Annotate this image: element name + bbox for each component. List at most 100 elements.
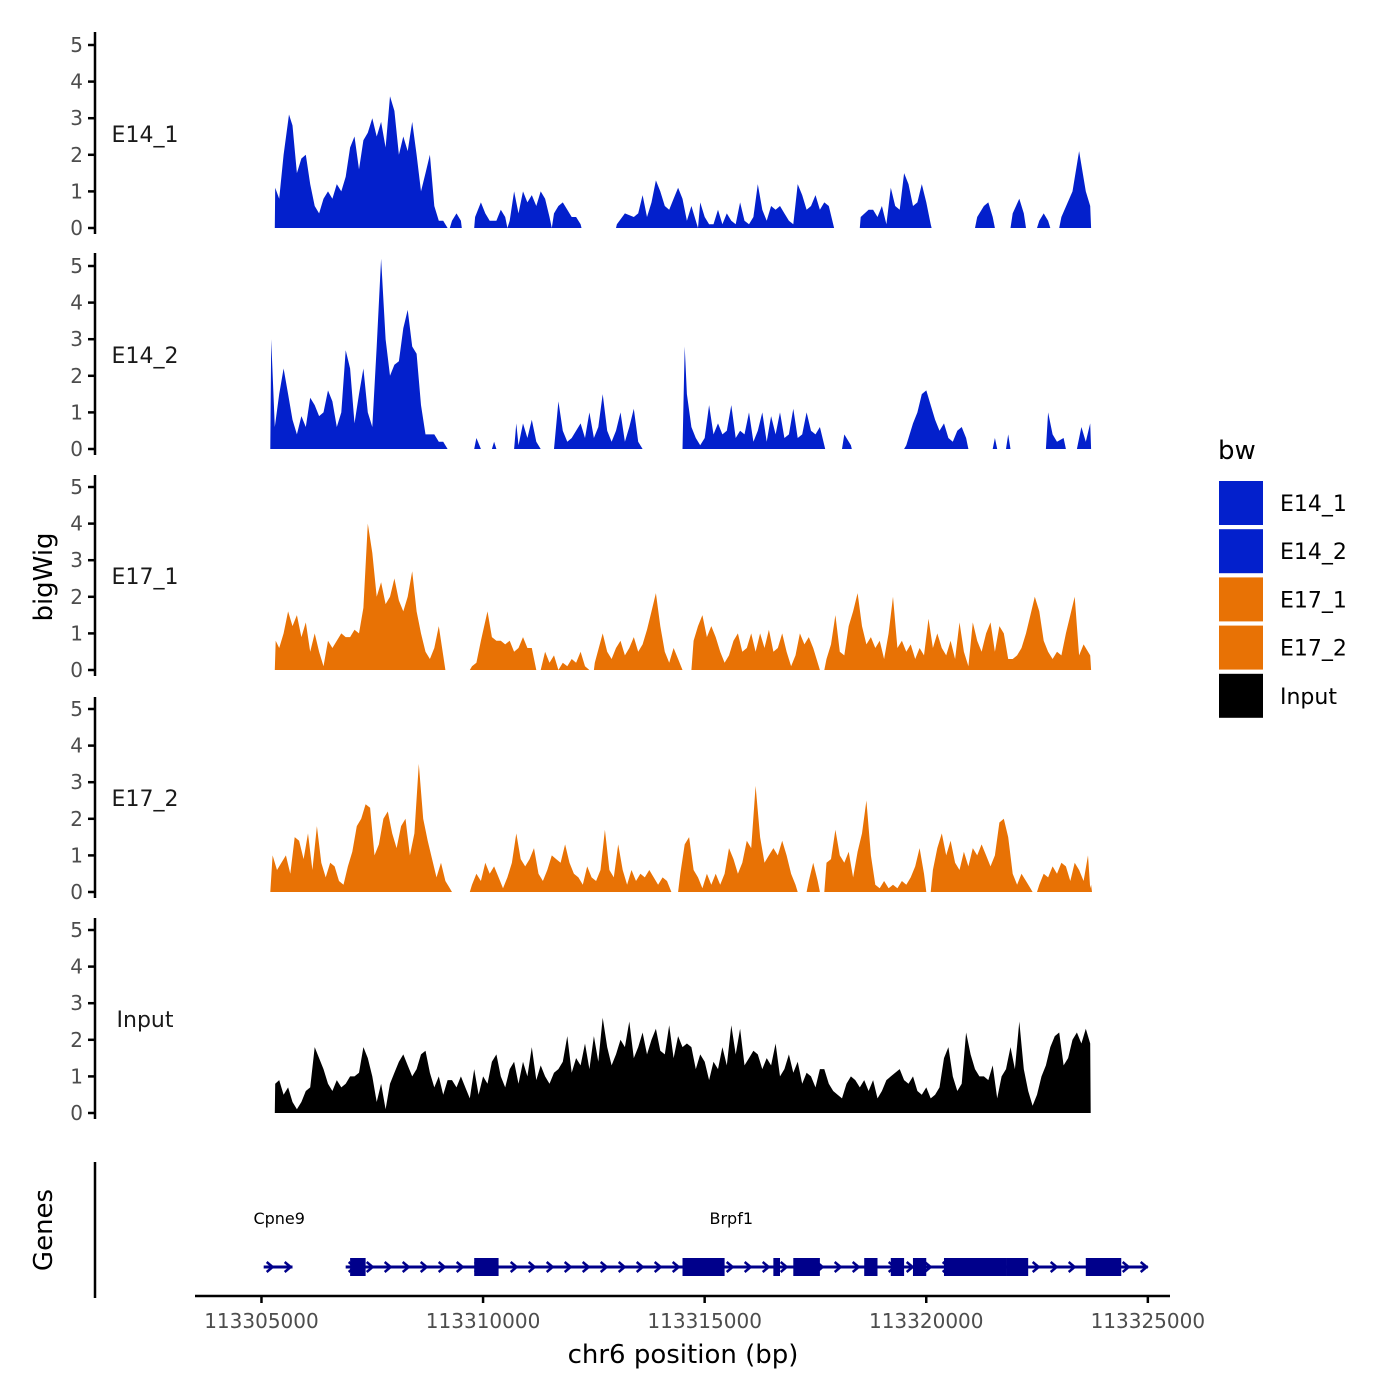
track-label: E14_1 [112, 123, 179, 148]
strand-arrow [743, 1261, 753, 1273]
exon-block [1006, 1258, 1029, 1276]
track-label: E17_1 [112, 565, 179, 590]
y-tick-label: 1 [70, 1064, 83, 1088]
x-tick-label: 113310000 [426, 1309, 541, 1333]
exon-block [773, 1258, 780, 1276]
y-tick-label: 4 [70, 291, 83, 315]
strand-arrow [671, 1261, 681, 1273]
x-tick-label: 113315000 [647, 1309, 762, 1333]
track-label: E17_2 [112, 787, 179, 812]
exon-block [682, 1258, 725, 1276]
track-label: E14_2 [112, 344, 179, 369]
signal-area-e14-2 [270, 258, 1092, 449]
strand-arrow [833, 1261, 843, 1273]
signal-area-input [274, 1017, 1091, 1113]
y-tick-label: 3 [70, 106, 83, 130]
strand-arrow [509, 1261, 519, 1273]
x-tick-label: 113325000 [1091, 1309, 1206, 1333]
gene-brpf1: Brpf1 [345, 1209, 1149, 1276]
track-e17-1: 0 1 2 3 4 5 E17_1 [70, 475, 1092, 682]
legend-swatch [1219, 673, 1263, 718]
exon-block [943, 1258, 1007, 1276]
y-tick-label: 0 [70, 880, 83, 904]
strand-arrow [1067, 1261, 1077, 1273]
y-tick-label: 3 [70, 327, 83, 351]
y-tick-label: 5 [70, 33, 83, 57]
legend: bw E14_1 E14_2 E17_1 E17_2 Input [1218, 436, 1347, 718]
strand-arrow [1049, 1261, 1059, 1273]
signal-area-e14-1 [274, 96, 1092, 228]
strand-arrow [437, 1261, 447, 1273]
strand-arrow [761, 1261, 771, 1273]
y-tick-label: 0 [70, 1101, 83, 1125]
y-tick-label: 5 [70, 697, 83, 721]
y-tick-label: 1 [70, 843, 83, 867]
strand-arrow [365, 1261, 375, 1273]
legend-label: E17_1 [1280, 588, 1347, 613]
strand-arrow [455, 1261, 465, 1273]
y-tick-label: 0 [70, 216, 83, 240]
y-tick-label: 5 [70, 254, 83, 278]
y-tick-label: 4 [70, 734, 83, 758]
y-tick-label: 1 [70, 400, 83, 424]
gene-track: Cpne9 Brpf1 [93, 1162, 1149, 1298]
signal-tracks: 0 1 2 3 4 5 E14_1 0 1 2 3 4 5 E14_2 0 1 2 3 4 5 E17_1 0 1 2 3 4 5 E… [70, 32, 1092, 1125]
strand-arrow [419, 1261, 429, 1273]
exon-block [864, 1258, 878, 1276]
track-e17-2: 0 1 2 3 4 5 E17_2 [70, 697, 1092, 904]
strand-arrow [383, 1261, 393, 1273]
legend-label: E14_2 [1280, 540, 1347, 565]
legend-swatch [1219, 625, 1263, 670]
strand-arrow [851, 1261, 861, 1273]
legend-swatch [1219, 529, 1263, 574]
gene-cpne9: Cpne9 [253, 1209, 305, 1273]
gene-label: Brpf1 [709, 1209, 753, 1228]
y-tick-label: 4 [70, 512, 83, 536]
y-tick-label: 3 [70, 770, 83, 794]
x-axis: 113305000 113310000 113315000 113320000 1133… [195, 1294, 1206, 1333]
strand-arrow [283, 1261, 293, 1273]
gene-label: Cpne9 [253, 1209, 305, 1228]
y-tick-label: 2 [70, 143, 83, 167]
track-input: 0 1 2 3 4 5 Input [70, 918, 1091, 1125]
exon-block [474, 1258, 499, 1276]
legend-label: E14_1 [1280, 492, 1347, 517]
y-tick-label: 4 [70, 70, 83, 94]
signal-area-e17-1 [274, 523, 1092, 670]
strand-arrow [635, 1261, 645, 1273]
strand-arrow [1031, 1261, 1041, 1273]
strand-arrow [725, 1261, 735, 1273]
y-tick-label: 4 [70, 955, 83, 979]
exon-block [890, 1258, 905, 1276]
strand-arrow [563, 1261, 573, 1273]
signal-area-e17-2 [270, 763, 1092, 892]
strand-arrow [779, 1261, 789, 1273]
legend-title: bw [1218, 436, 1256, 466]
x-tick-label: 113320000 [869, 1309, 984, 1333]
strand-arrow [923, 1261, 933, 1273]
exon-block [793, 1258, 820, 1276]
strand-arrow [1139, 1261, 1149, 1273]
track-e14-2: 0 1 2 3 4 5 E14_2 [70, 253, 1092, 461]
y-tick-label: 2 [70, 807, 83, 831]
x-tick-label: 113305000 [204, 1309, 319, 1333]
track-label: Input [117, 1008, 174, 1033]
y-tick-label: 0 [70, 437, 83, 461]
x-axis-title: chr6 position (bp) [568, 1340, 799, 1370]
genes-axis-title: Genes [29, 1189, 59, 1271]
exon-block [912, 1258, 927, 1276]
y-tick-label: 5 [70, 475, 83, 499]
y-tick-label: 2 [70, 364, 83, 388]
exon-block [350, 1258, 366, 1276]
strand-arrow [581, 1261, 591, 1273]
y-tick-label: 3 [70, 991, 83, 1015]
y-tick-label: 2 [70, 585, 83, 609]
exon-block [1085, 1258, 1122, 1276]
y-tick-label: 1 [70, 179, 83, 203]
strand-arrow [401, 1261, 411, 1273]
legend-label: Input [1280, 685, 1337, 710]
y-tick-label: 2 [70, 1028, 83, 1052]
strand-arrow [265, 1261, 275, 1273]
strand-arrow [1121, 1261, 1131, 1273]
